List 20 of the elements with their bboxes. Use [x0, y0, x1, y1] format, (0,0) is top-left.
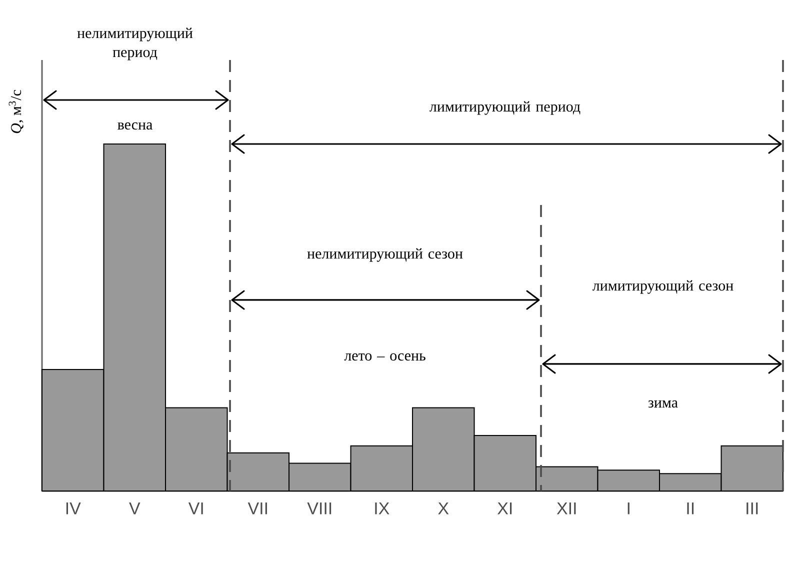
x-tick-label: VIII	[307, 502, 332, 514]
x-tick-label: XII	[556, 502, 576, 514]
x-tick-label: X	[438, 502, 449, 514]
text: лимитирующий период	[430, 101, 580, 115]
annotation: нелимитирующий сезон	[307, 248, 463, 262]
annotation: лимитирующий сезон	[592, 280, 734, 294]
text: весна	[118, 122, 152, 130]
x-tick-label: I	[628, 502, 630, 514]
x-tick-label: IX	[375, 502, 390, 514]
x-tick-label: VII	[248, 502, 267, 514]
text: нелимитирующий период	[77, 28, 193, 60]
annotation: зима	[648, 400, 678, 408]
x-tick-label: XI	[497, 502, 512, 514]
annotation: лето – осень	[344, 353, 426, 361]
y-axis-title: Q, м$^{3}$/с	[8, 90, 24, 134]
x-tick-label: II	[687, 502, 694, 514]
x-tick-label: VI	[188, 502, 203, 514]
x-tick-label: V	[129, 502, 140, 514]
x-tick-label: III	[746, 502, 758, 514]
x-tick-label: IV	[66, 502, 81, 514]
